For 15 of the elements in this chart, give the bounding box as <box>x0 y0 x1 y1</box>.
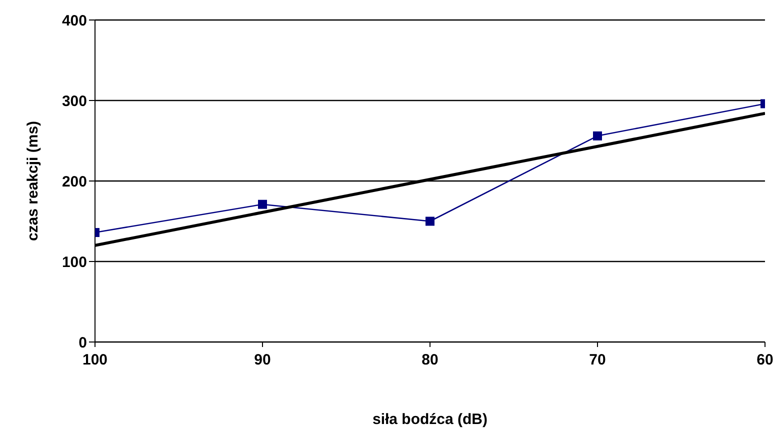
y-tick-label: 0 <box>78 334 87 352</box>
point <box>426 216 434 226</box>
point <box>258 200 267 209</box>
y-tick-label: 300 <box>62 92 87 110</box>
x-tick-label: 70 <box>589 352 606 369</box>
y-axis-title: czas reakcji (ms) <box>24 120 42 242</box>
point <box>593 131 602 140</box>
y-tick-label: 400 <box>62 12 87 30</box>
y-tick-label: 200 <box>62 173 87 190</box>
x-axis-title: siła bodźca (dB) <box>372 411 488 428</box>
x-tick-label: 90 <box>254 352 271 369</box>
x-tick-label: 80 <box>422 352 438 369</box>
x-tick-label: 100 <box>82 352 108 369</box>
y-tick-label: 100 <box>62 254 87 271</box>
x-tick-label: 60 <box>756 352 774 369</box>
